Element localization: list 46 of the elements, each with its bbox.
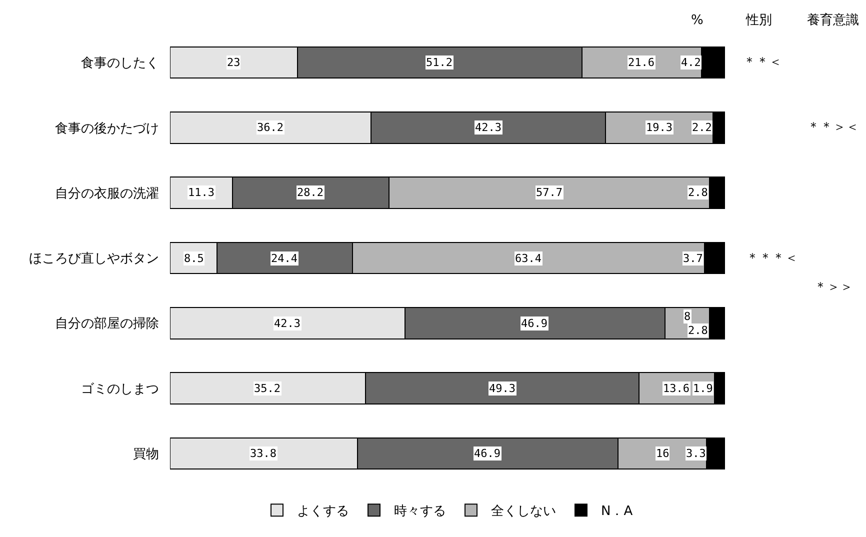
data-label: 28.2 <box>297 186 324 199</box>
data-label: 8 <box>684 310 691 323</box>
data-label: 46.9 <box>474 447 500 460</box>
legend-label: よくする <box>297 504 349 520</box>
data-label: 21.6 <box>628 56 654 69</box>
data-label: 3.3 <box>686 447 706 460</box>
data-label: 35.2 <box>254 382 280 395</box>
data-label: 46.9 <box>521 317 548 330</box>
data-label: 2.8 <box>688 186 708 199</box>
legend-label: 時々する <box>394 504 446 520</box>
legend-label: 全くしない <box>491 504 556 520</box>
y-tick-label: ほころび直しやボタン <box>29 252 159 267</box>
y-tick-label: 買物 <box>133 446 159 462</box>
y-tick-label: ゴミのしまつ <box>81 382 159 397</box>
y-tick-label: 食事の後かたづけ <box>55 121 159 136</box>
data-label: 33.8 <box>250 447 276 460</box>
text: ＊＊＞＜ <box>807 120 859 135</box>
data-label: 57.7 <box>536 186 562 199</box>
data-label: 13.6 <box>663 382 690 395</box>
text: % <box>691 13 704 28</box>
text: ＊＞＞ <box>814 280 853 295</box>
data-label: 51.2 <box>426 56 452 69</box>
legend-label: N．A <box>601 504 633 520</box>
data-label: 11.3 <box>188 186 214 199</box>
data-label: 1.9 <box>693 382 713 395</box>
data-label: 2.8 <box>688 324 708 337</box>
text: 性別 <box>745 13 772 28</box>
data-label: 2.2 <box>692 121 712 134</box>
y-tick-label: 自分の部屋の掃除 <box>55 316 159 332</box>
data-label: 49.3 <box>489 382 516 395</box>
y-tick-label: 食事のしたく <box>81 56 159 72</box>
text: 養育意識 <box>807 12 859 28</box>
data-label: 23 <box>227 56 240 69</box>
data-label: 42.3 <box>274 317 300 330</box>
data-label: 19.3 <box>646 121 672 134</box>
data-label: 24.4 <box>271 252 298 265</box>
data-label: 16 <box>656 447 670 460</box>
y-tick-label: 自分の衣服の洗濯 <box>55 186 159 202</box>
text: ＊＊＜ <box>743 55 782 70</box>
data-label: 63.4 <box>515 252 542 265</box>
data-label: 36.2 <box>257 121 284 134</box>
data-label: 4.2 <box>681 56 701 69</box>
data-label: 8.5 <box>184 252 204 265</box>
text: ＊＊＊＜ <box>746 251 798 266</box>
data-label: 3.7 <box>683 252 703 265</box>
data-label: 42.3 <box>475 121 502 134</box>
